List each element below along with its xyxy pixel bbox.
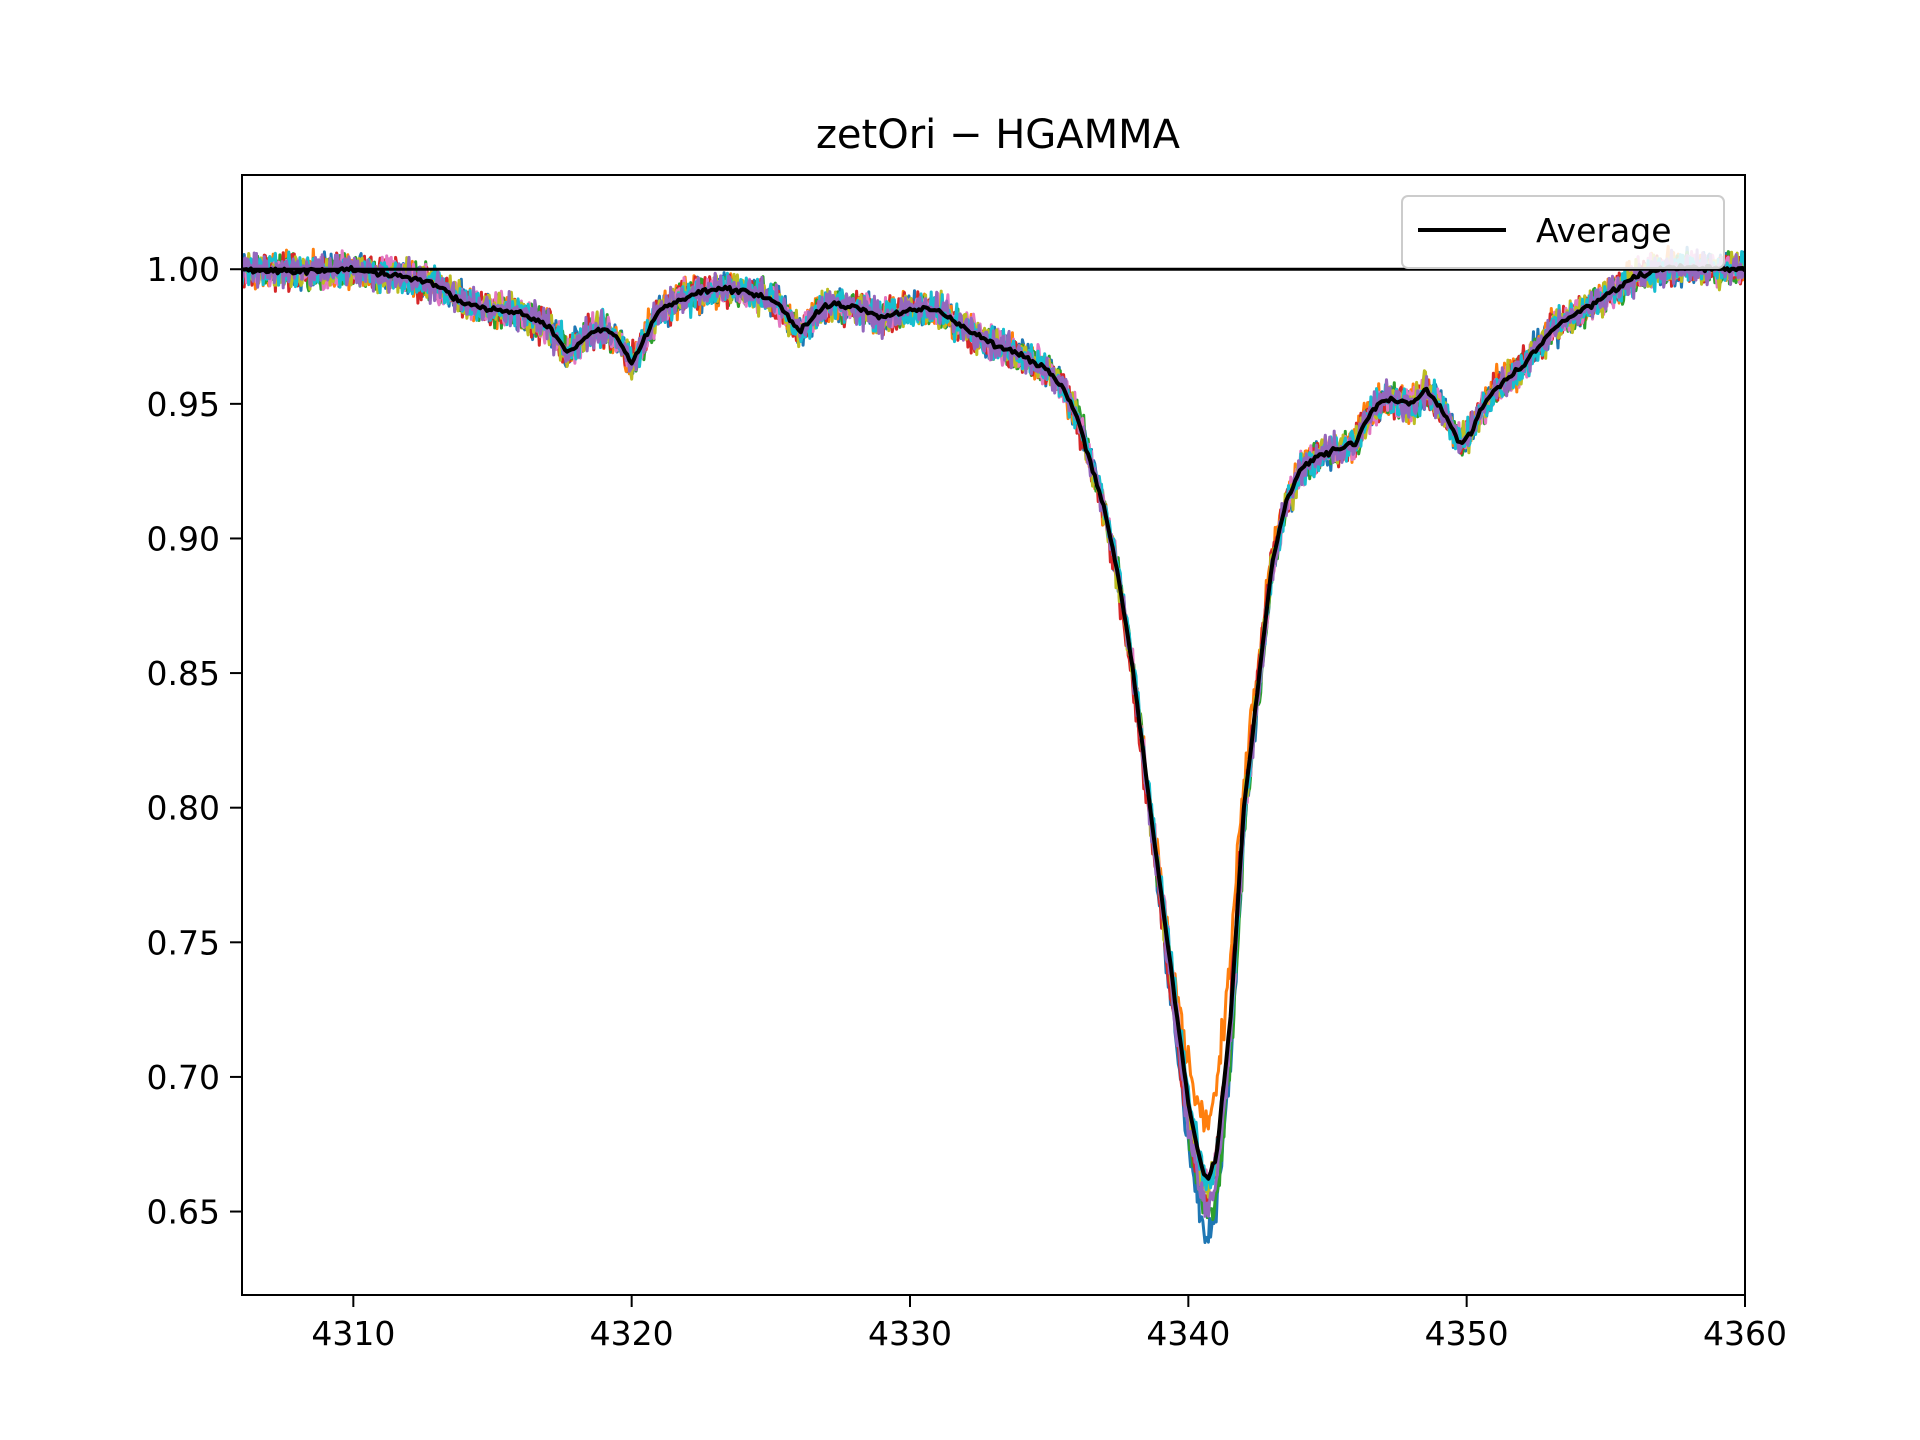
y-tick-label: 0.85	[147, 654, 220, 693]
y-tick-label: 0.90	[147, 519, 220, 558]
plot-frame	[241, 174, 1746, 1296]
chart-title: zetOri − HGAMMA	[816, 112, 1181, 158]
y-tick-label: 0.95	[147, 385, 220, 424]
plot-area	[242, 244, 1745, 1244]
legend-label-average: Average	[1536, 211, 1672, 250]
y-tick-label: 0.80	[147, 789, 220, 828]
legend: Average	[1401, 195, 1725, 269]
y-tick-label: 0.70	[147, 1058, 220, 1097]
y-axis: 0.65 0.70 0.75 0.80 0.85 0.90 0.95 1.00	[147, 250, 242, 1232]
x-tick-label: 4320	[590, 1314, 674, 1353]
x-tick-label: 4360	[1703, 1314, 1787, 1353]
y-tick-label: 0.75	[147, 923, 220, 962]
average-line	[242, 263, 1745, 1181]
legend-box	[1401, 195, 1725, 269]
x-tick-label: 4350	[1425, 1314, 1509, 1353]
x-tick-label: 4330	[868, 1314, 952, 1353]
y-tick-label: 0.65	[147, 1193, 220, 1232]
x-tick-label: 4340	[1146, 1314, 1230, 1353]
y-tick-label: 1.00	[147, 250, 220, 289]
x-axis: 4310 4320 4330 4340 4350 4360	[311, 1295, 1787, 1353]
x-tick-label: 4310	[311, 1314, 395, 1353]
